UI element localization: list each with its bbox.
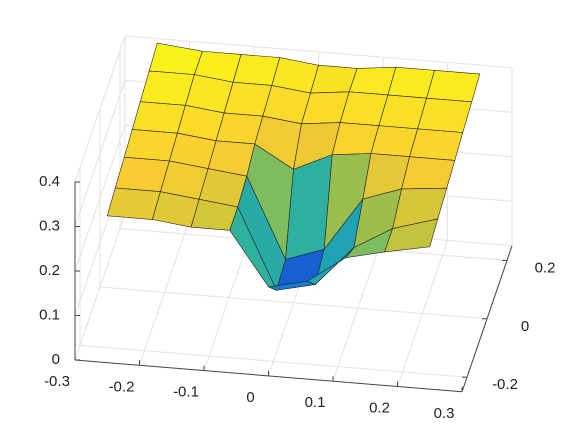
z-tick-label: 0.4 <box>39 173 60 190</box>
surface-patch <box>417 97 473 133</box>
surface-patch <box>370 125 418 158</box>
z-tick-label: 0.3 <box>39 217 60 234</box>
x-tick-label: 0.3 <box>434 405 455 422</box>
x-tick-label: 0 <box>246 389 254 406</box>
surface-patch <box>409 128 464 161</box>
surface-patch <box>384 218 439 253</box>
surface-patch <box>106 187 161 220</box>
x-tick-label: -0.1 <box>173 384 199 401</box>
z-tick-label: 0.2 <box>39 262 60 279</box>
surface-patch <box>426 70 481 103</box>
grid-line <box>124 35 513 69</box>
x-tick-label: 0.2 <box>369 399 390 416</box>
surface-patch <box>387 66 435 99</box>
surface-patch <box>148 42 203 75</box>
y-tick-label: -0.2 <box>492 376 518 393</box>
surface-patch <box>131 101 186 134</box>
x-tick-label: -0.3 <box>44 373 70 390</box>
surface-patch <box>215 112 264 145</box>
z-tick-label: 0.1 <box>39 306 60 323</box>
grid-line <box>74 124 126 272</box>
surface-patch <box>139 70 195 106</box>
grid-line <box>74 213 126 361</box>
y-tick-label: 0.2 <box>535 259 556 276</box>
x-tick-label: -0.2 <box>109 378 135 395</box>
grid-line <box>74 35 126 183</box>
y-tick-label: 0 <box>521 318 529 335</box>
surface-patch <box>232 54 281 86</box>
grid-line <box>74 80 126 227</box>
z-tick-label: 0 <box>52 351 60 368</box>
surface-patch <box>123 129 178 162</box>
grid-line <box>79 344 468 378</box>
surface-patch <box>401 156 456 190</box>
grid-line <box>99 286 488 320</box>
surface-patch <box>114 156 170 193</box>
x-tick-label: 0.1 <box>305 394 326 411</box>
